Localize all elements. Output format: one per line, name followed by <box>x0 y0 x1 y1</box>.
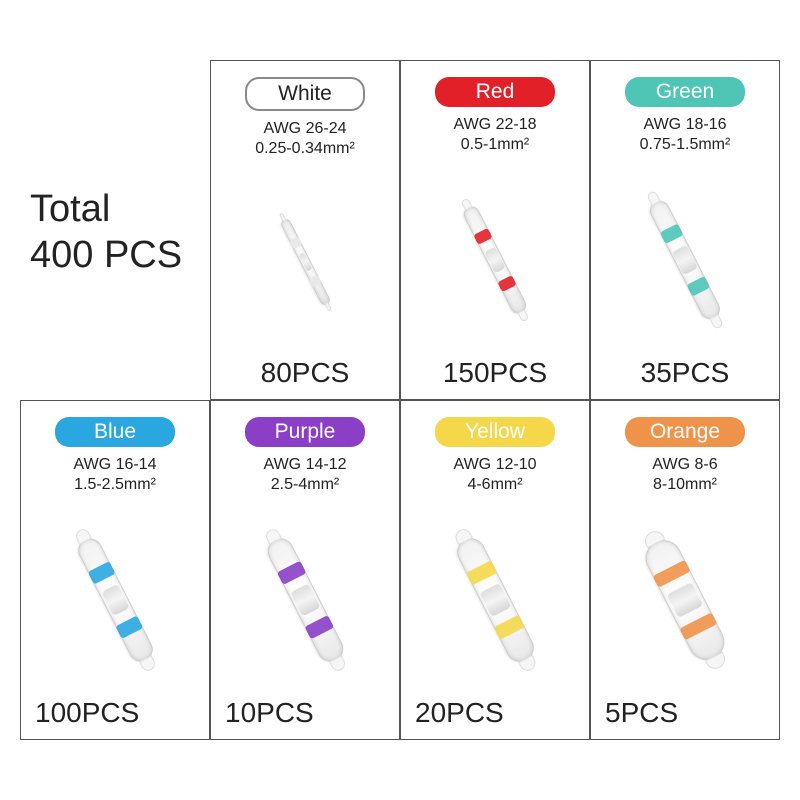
item-cell-white: White AWG 26-240.25-0.34mm² 80PCS <box>210 60 400 400</box>
connector-illustration <box>219 167 391 357</box>
mm-spec: 0.75-1.5mm² <box>640 135 731 155</box>
title-line1: Total <box>30 187 110 233</box>
mm-spec: 0.25-0.34mm² <box>255 139 355 159</box>
awg-spec: AWG 8-6 <box>652 455 717 475</box>
connector-illustration <box>409 503 581 697</box>
connector-illustration <box>29 503 201 697</box>
connector-illustration <box>409 163 581 357</box>
awg-spec: AWG 22-18 <box>454 115 537 135</box>
connector-illustration <box>219 503 391 697</box>
color-pill: White <box>245 77 365 111</box>
mm-spec: 4-6mm² <box>467 475 522 495</box>
item-cell-yellow: Yellow AWG 12-104-6mm² 20PCS <box>400 400 590 740</box>
piece-count: 10PCS <box>225 697 314 729</box>
color-pill: Green <box>625 77 745 107</box>
item-cell-orange: Orange AWG 8-68-10mm² 5PCS <box>590 400 780 740</box>
title-cell: Total 400 PCS <box>20 60 210 400</box>
piece-count: 150PCS <box>443 357 547 389</box>
mm-spec: 1.5-2.5mm² <box>74 475 156 495</box>
awg-spec: AWG 16-14 <box>74 455 157 475</box>
color-pill: Orange <box>625 417 745 447</box>
connector-grid: Total 400 PCS White AWG 26-240.25-0.34mm²… <box>20 60 780 740</box>
item-cell-purple: Purple AWG 14-122.5-4mm² 10PCS <box>210 400 400 740</box>
item-cell-green: Green AWG 18-160.75-1.5mm² 35PCS <box>590 60 780 400</box>
piece-count: 5PCS <box>605 697 678 729</box>
mm-spec: 0.5-1mm² <box>461 135 529 155</box>
item-cell-blue: Blue AWG 16-141.5-2.5mm² 100PCS <box>20 400 210 740</box>
mm-spec: 2.5-4mm² <box>271 475 339 495</box>
piece-count: 80PCS <box>261 357 350 389</box>
item-cell-red: Red AWG 22-180.5-1mm² 150PCS <box>400 60 590 400</box>
awg-spec: AWG 26-24 <box>264 119 347 139</box>
title-line2: 400 PCS <box>30 233 182 279</box>
color-pill: Purple <box>245 417 365 447</box>
color-pill: Blue <box>55 417 175 447</box>
connector-illustration <box>599 163 771 357</box>
color-pill: Red <box>435 77 555 107</box>
connector-illustration <box>599 503 771 697</box>
awg-spec: AWG 14-12 <box>264 455 347 475</box>
piece-count: 100PCS <box>35 697 139 729</box>
color-pill: Yellow <box>435 417 555 447</box>
piece-count: 20PCS <box>415 697 504 729</box>
piece-count: 35PCS <box>641 357 730 389</box>
mm-spec: 8-10mm² <box>653 475 717 495</box>
awg-spec: AWG 12-10 <box>454 455 537 475</box>
awg-spec: AWG 18-16 <box>644 115 727 135</box>
